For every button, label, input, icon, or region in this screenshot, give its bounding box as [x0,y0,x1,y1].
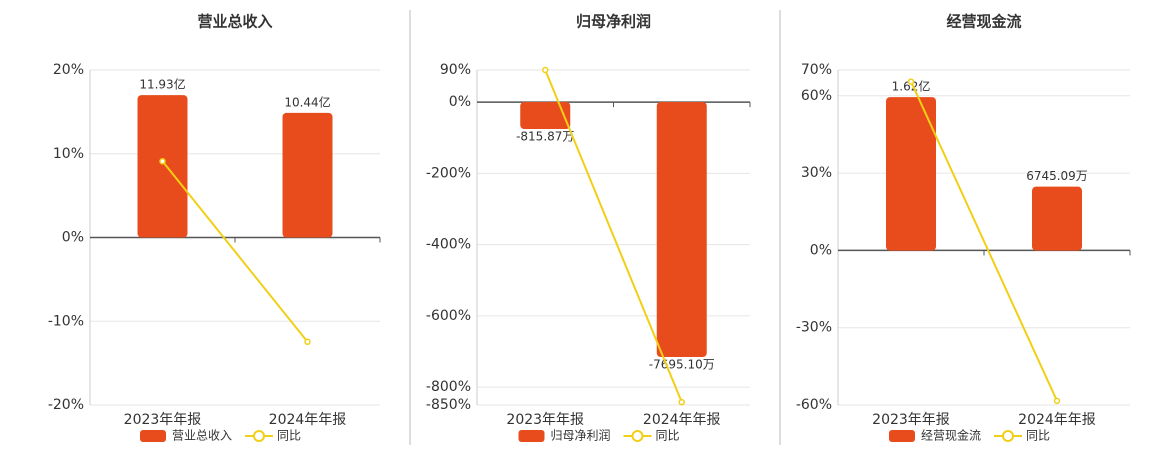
legend-label: 同比 [1026,429,1050,443]
bar [1032,186,1082,251]
line [910,81,1058,402]
x-tick-label: 2023年年报 [872,412,950,428]
y-tick-label: -60% [796,397,832,413]
y-tick-label: -850% [426,397,471,413]
x-tick-label: 2023年年报 [506,412,584,428]
bar-label: -7695.10万 [649,357,715,371]
line [161,160,309,343]
x-tick-label: 2024年年报 [269,412,347,428]
x-tick-label: 2024年年报 [1018,412,1096,428]
line-point [304,338,311,346]
legend-label: 同比 [656,429,680,443]
y-tick-label: 60% [801,88,832,104]
legend-label: 同比 [277,429,301,443]
y-tick-label: 0% [810,242,832,258]
line-point [1053,397,1061,405]
legend-dot [253,430,265,442]
bar [886,97,936,251]
y-tick-label: 70% [801,62,832,78]
y-tick-label: -400% [426,237,471,253]
bar [282,112,333,238]
y-tick-label: 20% [53,62,84,78]
bar [656,102,707,357]
y-tick-label: -20% [48,397,84,413]
y-tick-label: -10% [48,313,84,329]
legend-label: 经营现金流 [921,428,981,443]
legend-dot [631,430,644,442]
y-tick-label: -200% [426,165,471,181]
chart-title: 营业总收入 [197,13,272,31]
bar [137,95,188,238]
bar-label: 10.44亿 [284,94,330,109]
y-tick-label: -30% [796,320,832,336]
line-point [542,66,549,74]
legend-dot [1002,430,1014,442]
legend-swatch [889,430,915,442]
bar-label: 1.62亿 [892,79,931,94]
line-point [907,78,915,85]
legend-label: 归母净利润 [551,429,611,443]
x-tick-label: 2024年年报 [643,412,721,428]
y-tick-label: 0% [62,230,84,246]
bar-label: 6745.09万 [1026,169,1088,183]
legend-swatch [140,430,166,442]
y-tick-label: 10% [53,146,84,162]
x-tick-label: 2023年年报 [124,412,202,428]
legend-label: 营业总收入 [172,429,232,443]
y-tick-label: -800% [426,379,471,395]
bar-label: 11.93亿 [139,77,185,92]
y-tick-label: 90% [440,62,471,78]
line-point [678,398,685,406]
chart-title: 归母净利润 [576,13,651,31]
line-point [159,158,166,165]
chart-title: 经营现金流 [946,13,1021,31]
y-tick-label: -600% [426,308,471,324]
line [544,69,683,403]
bar-label: -815.87万 [516,130,574,144]
y-tick-label: 0% [449,94,471,110]
legend-swatch [518,430,545,442]
bar [520,102,571,130]
y-tick-label: 30% [801,165,832,181]
